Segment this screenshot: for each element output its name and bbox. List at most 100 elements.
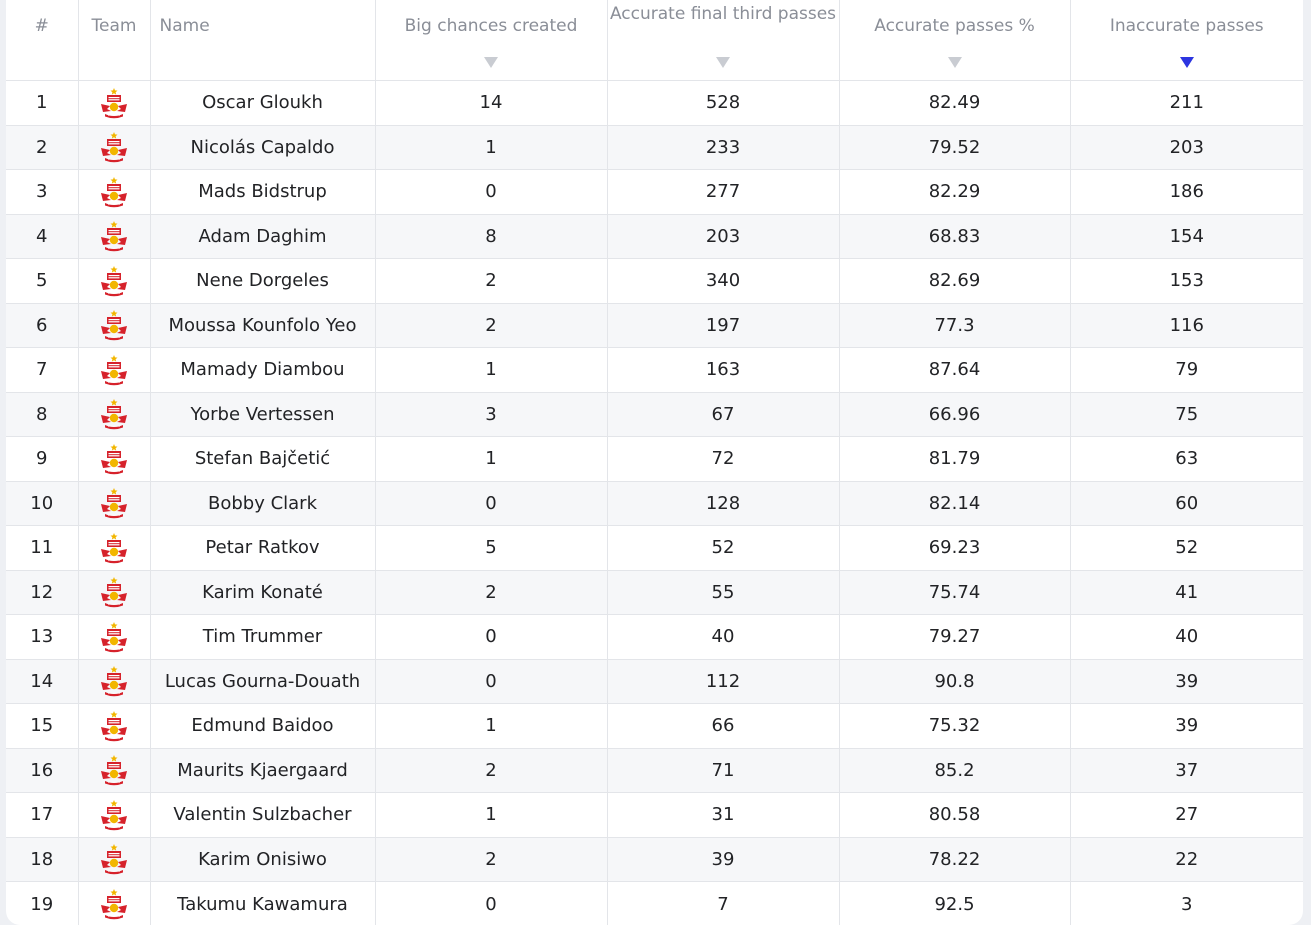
red-bull-salzburg-crest-icon[interactable] [99, 87, 129, 119]
team-cell[interactable] [78, 436, 151, 482]
player-name-link[interactable]: Yorbe Vertessen [190, 403, 335, 425]
table-row[interactable]: 18 Karim Onisiwo 2 39 78.22 22 [6, 837, 1303, 882]
team-cell[interactable] [78, 347, 151, 393]
team-cell[interactable] [78, 303, 151, 348]
player-name-link[interactable]: Edmund Baidoo [191, 715, 334, 737]
team-cell[interactable] [78, 258, 151, 304]
sort-arrow-icon[interactable] [484, 57, 498, 68]
player-name-cell[interactable]: Adam Daghim [150, 214, 376, 259]
player-name-cell[interactable]: Oscar Gloukh [150, 80, 376, 126]
red-bull-salzburg-crest-icon[interactable] [99, 576, 129, 608]
column-header-inaccurate[interactable]: Inaccurate passes [1070, 0, 1303, 81]
red-bull-salzburg-crest-icon[interactable] [99, 354, 129, 386]
player-name-cell[interactable]: Moussa Kounfolo Yeo [150, 303, 376, 348]
team-cell[interactable] [78, 792, 151, 838]
player-name-link[interactable]: Nene Dorgeles [196, 270, 329, 292]
red-bull-salzburg-crest-icon[interactable] [99, 309, 129, 341]
team-cell[interactable] [78, 881, 151, 925]
red-bull-salzburg-crest-icon[interactable] [99, 176, 129, 208]
table-row[interactable]: 3 Mads Bidstrup 0 277 82.29 186 [6, 169, 1303, 215]
player-name-cell[interactable]: Takumu Kawamura [150, 881, 376, 925]
player-name-cell[interactable]: Petar Ratkov [150, 525, 376, 571]
player-name-link[interactable]: Nicolás Capaldo [190, 136, 335, 158]
player-name-link[interactable]: Tim Trummer [202, 626, 323, 648]
team-cell[interactable] [78, 614, 151, 660]
column-header-accurate-pct[interactable]: Accurate passes % [839, 0, 1071, 81]
table-row[interactable]: 15 Edmund Baidoo 1 66 75.32 39 [6, 703, 1303, 749]
player-name-link[interactable]: Takumu Kawamura [177, 893, 348, 915]
red-bull-salzburg-crest-icon[interactable] [99, 532, 129, 564]
red-bull-salzburg-crest-icon[interactable] [99, 754, 129, 786]
player-name-cell[interactable]: Maurits Kjaergaard [150, 748, 376, 793]
player-name-link[interactable]: Mamady Diambou [180, 359, 345, 381]
team-cell[interactable] [78, 80, 151, 126]
red-bull-salzburg-crest-icon[interactable] [99, 265, 129, 297]
player-name-cell[interactable]: Tim Trummer [150, 614, 376, 660]
sort-arrow-active-icon[interactable] [1179, 57, 1194, 68]
table-row[interactable]: 7 Mamady Diambou 1 163 87.64 79 [6, 347, 1303, 393]
player-name-cell[interactable]: Mamady Diambou [150, 347, 376, 393]
red-bull-salzburg-crest-icon[interactable] [99, 487, 129, 519]
team-cell[interactable] [78, 837, 151, 882]
red-bull-salzburg-crest-icon[interactable] [99, 710, 129, 742]
player-name-link[interactable]: Bobby Clark [207, 492, 317, 514]
team-cell[interactable] [78, 703, 151, 749]
red-bull-salzburg-crest-icon[interactable] [99, 888, 129, 920]
table-row[interactable]: 1 Oscar Gloukh 14 528 82.49 211 [6, 80, 1303, 126]
table-row[interactable]: 4 Adam Daghim 8 203 68.83 154 [6, 214, 1303, 259]
red-bull-salzburg-crest-icon[interactable] [99, 799, 129, 831]
sort-arrow-icon[interactable] [947, 57, 962, 68]
team-cell[interactable] [78, 525, 151, 571]
red-bull-salzburg-crest-icon[interactable] [99, 621, 129, 653]
player-name-link[interactable]: Petar Ratkov [205, 537, 320, 559]
player-name-link[interactable]: Stefan Bajčetić [194, 448, 331, 470]
team-cell[interactable] [78, 570, 151, 615]
team-cell[interactable] [78, 125, 151, 170]
red-bull-salzburg-crest-icon[interactable] [99, 443, 129, 475]
player-name-cell[interactable]: Yorbe Vertessen [150, 392, 376, 437]
team-cell[interactable] [78, 748, 151, 793]
column-header-final-third[interactable]: Accurate final third passes [607, 0, 840, 81]
table-row[interactable]: 19 Takumu Kawamura 0 7 92.5 3 [6, 881, 1303, 925]
player-name-cell[interactable]: Nene Dorgeles [150, 258, 376, 304]
sort-arrow-icon[interactable] [716, 57, 730, 68]
player-name-cell[interactable]: Nicolás Capaldo [150, 125, 376, 170]
team-cell[interactable] [78, 214, 151, 259]
red-bull-salzburg-crest-icon[interactable] [99, 220, 129, 252]
player-name-cell[interactable]: Mads Bidstrup [150, 169, 376, 215]
player-name-cell[interactable]: Karim Onisiwo [150, 837, 376, 882]
table-row[interactable]: 10 Bobby Clark 0 128 82.14 60 [6, 481, 1303, 526]
table-row[interactable]: 13 Tim Trummer 0 40 79.27 40 [6, 614, 1303, 660]
team-cell[interactable] [78, 392, 151, 437]
table-row[interactable]: 14 Lucas Gourna-Douath 0 112 90.8 39 [6, 659, 1303, 704]
table-row[interactable]: 5 Nene Dorgeles 2 340 82.69 153 [6, 258, 1303, 304]
player-name-link[interactable]: Lucas Gourna-Douath [164, 670, 361, 692]
team-cell[interactable] [78, 481, 151, 526]
player-name-cell[interactable]: Stefan Bajčetić [150, 436, 376, 482]
player-name-link[interactable]: Adam Daghim [198, 225, 327, 247]
table-row[interactable]: 2 Nicolás Capaldo 1 233 79.52 203 [6, 125, 1303, 170]
player-name-cell[interactable]: Edmund Baidoo [150, 703, 376, 749]
red-bull-salzburg-crest-icon[interactable] [99, 131, 129, 163]
column-header-big-chances[interactable]: Big chances created [375, 0, 608, 81]
table-row[interactable]: 11 Petar Ratkov 5 52 69.23 52 [6, 525, 1303, 571]
player-name-link[interactable]: Karim Onisiwo [198, 848, 327, 870]
team-cell[interactable] [78, 659, 151, 704]
team-cell[interactable] [78, 169, 151, 215]
table-row[interactable]: 17 Valentin Sulzbacher 1 31 80.58 27 [6, 792, 1303, 838]
player-name-link[interactable]: Karim Konaté [202, 581, 323, 603]
red-bull-salzburg-crest-icon[interactable] [99, 665, 129, 697]
player-name-link[interactable]: Mads Bidstrup [198, 181, 327, 203]
table-row[interactable]: 9 Stefan Bajčetić 1 72 81.79 63 [6, 436, 1303, 482]
player-name-link[interactable]: Oscar Gloukh [202, 92, 323, 114]
table-row[interactable]: 8 Yorbe Vertessen 3 67 66.96 75 [6, 392, 1303, 437]
table-row[interactable]: 16 Maurits Kjaergaard 2 71 85.2 37 [6, 748, 1303, 793]
table-row[interactable]: 12 Karim Konaté 2 55 75.74 41 [6, 570, 1303, 615]
red-bull-salzburg-crest-icon[interactable] [99, 398, 129, 430]
table-row[interactable]: 6 Moussa Kounfolo Yeo 2 197 77.3 116 [6, 303, 1303, 348]
player-name-cell[interactable]: Bobby Clark [150, 481, 376, 526]
player-name-cell[interactable]: Valentin Sulzbacher [150, 792, 376, 838]
player-name-link[interactable]: Valentin Sulzbacher [173, 804, 352, 826]
player-name-cell[interactable]: Karim Konaté [150, 570, 376, 615]
player-name-link[interactable]: Maurits Kjaergaard [177, 759, 348, 781]
